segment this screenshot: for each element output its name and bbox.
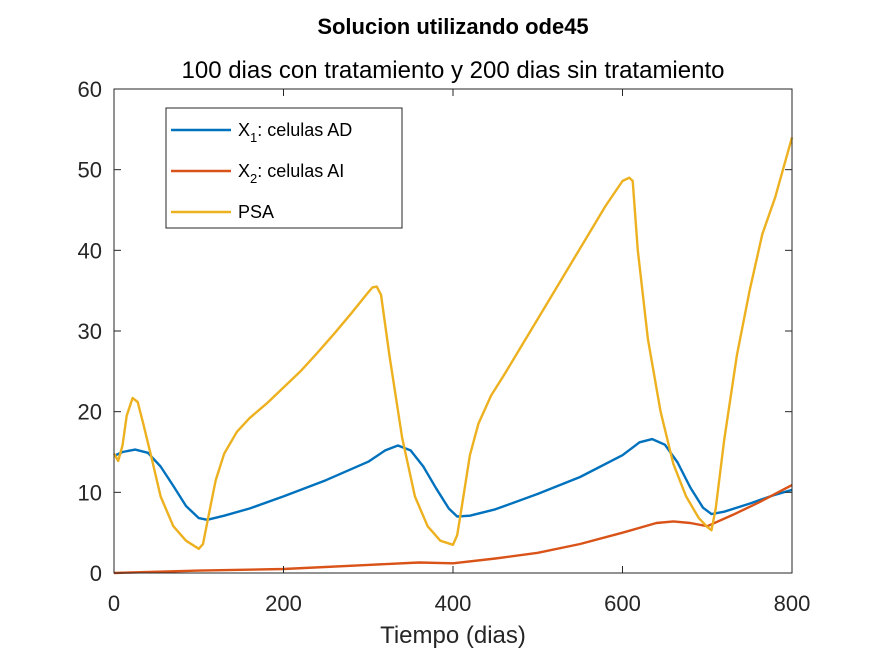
y-tick-label: 50 (78, 158, 102, 183)
chart-subtitle: 100 dias con tratamiento y 200 dias sin … (182, 57, 725, 84)
y-tick-label: 30 (78, 319, 102, 344)
x-tick-label: 600 (604, 591, 641, 616)
x-tick-label: 200 (265, 591, 302, 616)
legend-label-2: X2: celulas AI (238, 161, 344, 186)
legend-label-1: X1: celulas AD (238, 120, 352, 145)
x-tick-label: 800 (774, 591, 811, 616)
y-tick-label: 40 (78, 238, 102, 263)
x-tick-label: 400 (435, 591, 472, 616)
legend: X1: celulas AD X2: celulas AI PSA (165, 107, 403, 229)
series-line-3 (112, 137, 794, 550)
y-tick-label: 20 (78, 400, 102, 425)
legend-box (165, 107, 403, 229)
y-tick-label: 0 (90, 561, 102, 586)
y-tick-label: 60 (78, 77, 102, 102)
series-line-2 (113, 484, 793, 575)
chart-title: Solucion utilizando ode45 (317, 14, 588, 39)
series-line-1 (113, 437, 793, 521)
x-tick-label: 0 (108, 591, 120, 616)
x-axis-label: Tiempo (dias) (380, 622, 526, 649)
legend-label-3: PSA (238, 202, 274, 222)
ticks-layer: 0 200 400 600 800 0 10 20 30 40 50 60 (78, 77, 811, 616)
series-layer (112, 137, 794, 575)
y-tick-label: 10 (78, 480, 102, 505)
